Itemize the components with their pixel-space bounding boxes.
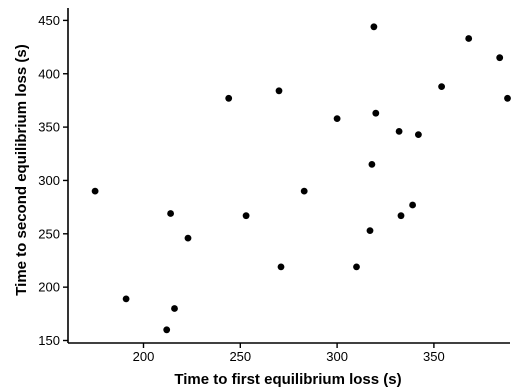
data-point: [465, 35, 473, 42]
data-point: [366, 227, 374, 235]
data-point: [242, 212, 250, 220]
data-point: [353, 263, 360, 271]
data-point: [372, 109, 380, 117]
data-point: [91, 187, 99, 195]
data-point: [504, 94, 511, 102]
data-point: [277, 263, 285, 271]
y-axis: 150 200 250 300 350 400 450: [38, 8, 69, 348]
points-layer: [91, 23, 511, 334]
data-point: [275, 87, 283, 95]
data-point: [167, 210, 175, 217]
x-tick-label: 300: [326, 349, 348, 364]
x-tick-label: 250: [229, 349, 251, 364]
x-tick-label: 200: [133, 349, 155, 364]
data-point: [300, 187, 308, 195]
data-point: [171, 305, 178, 312]
data-point: [370, 23, 378, 31]
data-point: [368, 161, 376, 168]
data-point: [395, 127, 403, 135]
data-point: [333, 115, 341, 122]
y-tick-label: 150: [38, 333, 60, 348]
data-point: [122, 295, 130, 303]
data-point: [184, 234, 192, 242]
y-tick-label: 450: [38, 13, 60, 28]
data-point: [397, 212, 405, 220]
data-point: [409, 201, 416, 209]
data-point: [225, 94, 233, 102]
y-tick-label: 350: [38, 120, 60, 135]
y-tick-label: 300: [38, 173, 60, 188]
data-point: [438, 83, 445, 90]
y-tick-label: 400: [38, 66, 60, 81]
x-tick-label: 350: [423, 349, 445, 364]
y-axis-title: Time to second equilibrium loss (s): [13, 44, 30, 295]
data-point: [496, 54, 504, 62]
y-tick-label: 250: [38, 226, 60, 241]
y-tick-label: 200: [38, 280, 60, 295]
data-point: [163, 326, 171, 334]
x-axis-title: Time to first equilibrium loss (s): [174, 371, 401, 388]
x-axis: 200 250 300 350: [68, 342, 510, 364]
data-point: [415, 131, 422, 139]
